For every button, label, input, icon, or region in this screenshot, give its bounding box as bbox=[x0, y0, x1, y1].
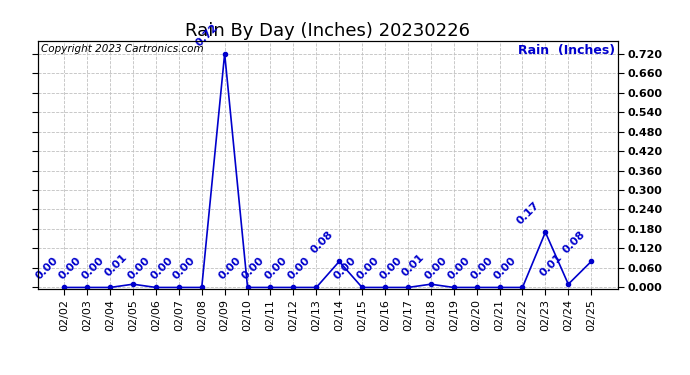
Text: 0.01: 0.01 bbox=[538, 252, 564, 279]
Text: Rain  (Inches): Rain (Inches) bbox=[518, 44, 615, 57]
Text: 0.00: 0.00 bbox=[57, 256, 83, 282]
Text: 0.08: 0.08 bbox=[561, 230, 587, 256]
Text: 0.00: 0.00 bbox=[126, 256, 152, 282]
Text: 0.00: 0.00 bbox=[286, 256, 312, 282]
Text: 0.01: 0.01 bbox=[400, 252, 426, 279]
Text: 0.72: 0.72 bbox=[194, 22, 221, 48]
Text: 0.00: 0.00 bbox=[332, 256, 358, 282]
Text: 0.00: 0.00 bbox=[424, 256, 450, 282]
Text: 0.00: 0.00 bbox=[148, 256, 175, 282]
Text: Copyright 2023 Cartronics.com: Copyright 2023 Cartronics.com bbox=[41, 44, 204, 54]
Text: 0.00: 0.00 bbox=[263, 256, 289, 282]
Title: Rain By Day (Inches) 20230226: Rain By Day (Inches) 20230226 bbox=[185, 22, 471, 40]
Text: 0.17: 0.17 bbox=[515, 200, 541, 226]
Text: 0.00: 0.00 bbox=[171, 256, 197, 282]
Text: 0.00: 0.00 bbox=[34, 256, 60, 282]
Text: 0.00: 0.00 bbox=[217, 256, 244, 282]
Text: 0.08: 0.08 bbox=[308, 230, 335, 256]
Text: 0.00: 0.00 bbox=[469, 256, 495, 282]
Text: 0.00: 0.00 bbox=[355, 256, 381, 282]
Text: 0.00: 0.00 bbox=[240, 256, 266, 282]
Text: 0.00: 0.00 bbox=[377, 256, 404, 282]
Text: 0.00: 0.00 bbox=[446, 256, 473, 282]
Text: 0.00: 0.00 bbox=[80, 256, 106, 282]
Text: 0.01: 0.01 bbox=[103, 252, 129, 279]
Text: 0.00: 0.00 bbox=[492, 256, 518, 282]
